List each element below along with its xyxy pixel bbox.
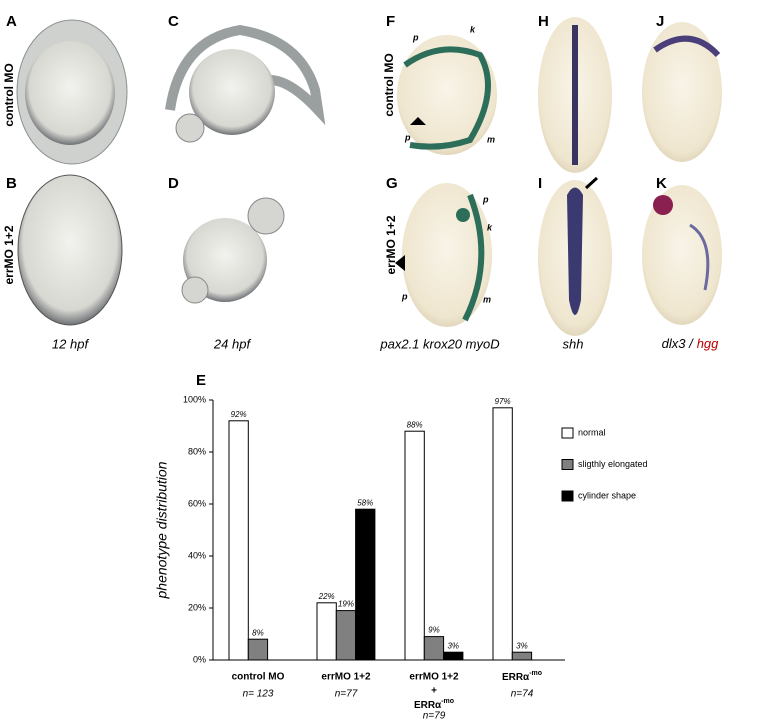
panel-label: G [386, 175, 398, 192]
legend-swatch [561, 427, 574, 439]
bar [247, 638, 269, 661]
annotation: p [404, 132, 411, 142]
y-axis-label: phenotype distribution [154, 461, 170, 599]
x-tick-label: + [431, 686, 437, 697]
caption: dlx3 /hgg [662, 336, 720, 351]
bar [355, 508, 376, 661]
bar [316, 602, 337, 661]
legend-swatch [561, 459, 574, 470]
y-tick-label: 20% [188, 602, 206, 612]
panel-label: D [168, 175, 179, 192]
annotation: p [412, 32, 419, 42]
panel-label: H [538, 13, 549, 30]
legend-swatch [561, 490, 574, 502]
x-tick-label: errMO 1+2 [321, 672, 371, 683]
annotation: m [487, 134, 495, 144]
value-label: 3% [447, 641, 459, 650]
value-label: 58% [357, 498, 373, 507]
bar [511, 651, 533, 661]
annotation: p [401, 291, 408, 301]
n-label: n=74 [511, 689, 534, 700]
annotation: k [487, 222, 493, 232]
y-tick-label: 80% [188, 446, 206, 456]
bar [335, 610, 357, 661]
panel-label: B [6, 175, 17, 192]
row-label: control MO [2, 63, 16, 126]
caption-part: hgg [697, 336, 719, 351]
value-label: 97% [495, 397, 511, 406]
value-label: 9% [428, 626, 440, 635]
row-label: errMO 1+2 [384, 215, 398, 274]
value-label: 92% [231, 410, 247, 419]
row-label: control MO [382, 53, 396, 116]
bar [423, 636, 445, 661]
n-label: n=79 [423, 711, 446, 721]
y-tick-label: 60% [188, 498, 206, 508]
panel-label: K [656, 175, 667, 192]
legend-label: sligthly elongated [578, 459, 648, 469]
bar [492, 407, 513, 661]
n-label: n= 123 [243, 689, 274, 700]
x-tick-label: ERRα-mo [502, 670, 542, 683]
annotation: m [483, 294, 491, 304]
legend-label: cylinder shape [578, 490, 636, 500]
y-tick-label: 0% [193, 654, 206, 664]
embryo-images [16, 17, 722, 336]
value-label: 19% [338, 600, 354, 609]
panel-label: C [168, 13, 179, 30]
value-label: 88% [407, 420, 423, 429]
y-tick-label: 40% [188, 550, 206, 560]
caption: 24 hpf [213, 336, 252, 351]
caption-part: dlx3 / [662, 336, 694, 351]
annotation: p [482, 194, 489, 204]
bar [228, 420, 249, 661]
y-tick-label: 100% [183, 394, 206, 404]
value-label: 8% [252, 628, 264, 637]
bar-chart: 0% 20% 40% 60% 80% 100% phenotype distribution… [154, 394, 648, 721]
value-label: 22% [318, 592, 335, 601]
panel-label: A [6, 13, 17, 30]
bar [443, 651, 464, 661]
x-tick-label-part: ERRα [414, 700, 442, 711]
annotation: k [470, 24, 476, 34]
panel-label: I [538, 175, 542, 192]
value-label: 3% [516, 641, 528, 650]
x-tick-label-sup: -mo [529, 670, 542, 677]
caption: pax2.1 krox20 myoD [379, 336, 499, 351]
row-label: errMO 1+2 [2, 225, 16, 284]
caption: 12 hpf [52, 336, 90, 351]
x-tick-label-part: ERRα [502, 672, 530, 683]
x-tick-label: ERRα-mo [414, 698, 454, 711]
panel-label: J [656, 13, 664, 30]
panel-label: F [386, 13, 395, 30]
x-tick-label: control MO [232, 672, 285, 683]
bar [404, 430, 425, 661]
n-label: n=77 [335, 689, 358, 700]
caption: shh [563, 336, 584, 351]
panel-label: E [196, 372, 206, 389]
x-tick-label-sup: -mo [441, 698, 454, 705]
x-tick-label: errMO 1+2 [409, 672, 459, 683]
legend-label: normal [578, 427, 606, 437]
